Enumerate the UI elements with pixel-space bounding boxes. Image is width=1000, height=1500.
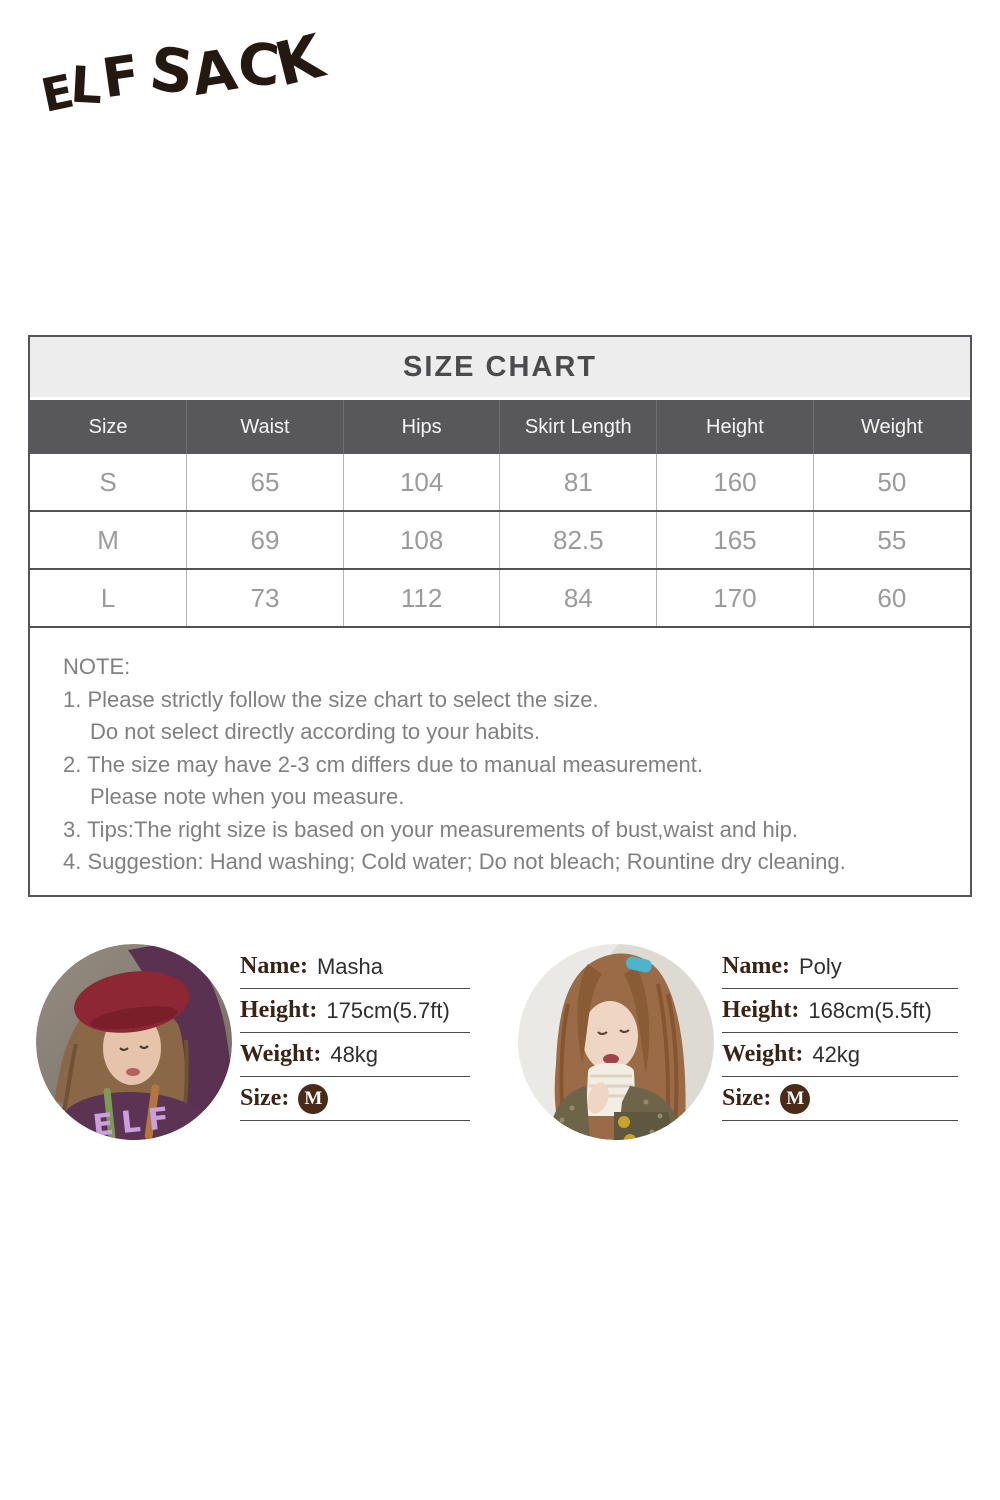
note-line-2: 2. The size may have 2-3 cm differs due … — [63, 751, 703, 777]
table-row-size-l: L 73 112 84 170 60 — [30, 568, 970, 628]
note-line-1: 1. Please strictly follow the size chart… — [63, 686, 599, 712]
cell-m-waist: 69 — [186, 510, 344, 569]
cell-l-skirt: 84 — [499, 568, 657, 628]
cell-m-size: M — [30, 510, 187, 569]
size-label: Size: — [722, 1085, 772, 1111]
cell-l-hips: 112 — [342, 568, 500, 628]
cell-m-skirt: 82.5 — [499, 510, 657, 569]
weight-value: 42kg — [812, 1041, 861, 1067]
model-info-poly: Name: Poly Height: 168cm(5.5ft) Weight: … — [722, 945, 958, 1121]
model-info-masha: Name: Masha Height: 175cm(5.7ft) Weight:… — [240, 945, 470, 1121]
table-row-size-m: M 69 108 82.5 165 55 — [30, 510, 970, 569]
size-label: Size: — [240, 1085, 290, 1111]
weight-label: Weight: — [240, 1041, 322, 1067]
model-card-masha: ELF Name: Masha Height: 175cm(5.7ft) Wei… — [36, 942, 470, 1144]
size-chart-title: SIZE CHART — [30, 337, 970, 397]
cell-s-height: 160 — [656, 454, 814, 511]
name-value: Poly — [798, 953, 842, 979]
column-header-size: Size — [30, 400, 187, 454]
column-header-height: Height — [656, 400, 814, 454]
column-header-weight: Weight — [812, 400, 970, 454]
cell-s-skirt: 81 — [499, 454, 657, 511]
model-photo-poly — [518, 944, 714, 1140]
size-m-badge: M — [780, 1083, 811, 1114]
note-line-4: 4. Suggestion: Hand washing; Cold water;… — [63, 849, 846, 874]
notes-heading: NOTE: — [63, 654, 131, 679]
height-value: 175cm(5.7ft) — [326, 997, 450, 1023]
cell-s-weight: 50 — [812, 454, 970, 511]
model-weight-row: Weight: 42kg — [722, 1033, 958, 1077]
column-header-hips: Hips — [342, 400, 500, 454]
cell-m-weight: 55 — [812, 510, 970, 569]
model-height-row: Height: 175cm(5.7ft) — [240, 989, 470, 1033]
size-m-badge: M — [298, 1083, 329, 1114]
cell-s-size: S — [99, 466, 117, 497]
note-line-3: 3. Tips:The right size is based on your … — [63, 816, 798, 842]
height-label: Height: — [240, 997, 318, 1023]
svg-text:ELF: ELF — [91, 1100, 178, 1140]
model-height-row: Height: 168cm(5.5ft) — [722, 989, 958, 1033]
brand-logo: ELF SACK — [37, 22, 331, 140]
model-name-row: Name: Masha — [240, 945, 470, 989]
note-line-2b: Please note when you measure. — [90, 784, 405, 809]
model-weight-row: Weight: 48kg — [240, 1033, 470, 1077]
height-label: Height: — [722, 997, 800, 1023]
cell-s-waist: 65 — [186, 454, 344, 511]
size-chart-table: Size Waist Hips Skirt Length Height Weig… — [30, 400, 970, 628]
cell-m-height: 165 — [656, 510, 814, 569]
note-line-1b: Do not select directly according to your… — [90, 719, 541, 744]
column-header-waist: Waist — [186, 400, 344, 454]
name-label: Name: — [240, 953, 308, 979]
name-value: Masha — [316, 953, 384, 979]
cell-l-size: L — [30, 568, 187, 628]
height-value: 168cm(5.5ft) — [808, 997, 932, 1023]
cell-l-weight: 60 — [812, 568, 970, 628]
cell-s-hips: 104 — [342, 454, 500, 511]
model-size-row: Size: M — [722, 1077, 958, 1121]
logo-letter: L — [69, 55, 105, 116]
size-chart-header-row: Size Waist Hips Skirt Length Height Weig… — [30, 400, 970, 454]
name-label: Name: — [722, 953, 790, 979]
cell-l-height: 170 — [656, 568, 814, 628]
model-card-poly: Name: Poly Height: 168cm(5.5ft) Weight: … — [518, 942, 958, 1144]
model-size-row: Size: M — [240, 1077, 470, 1121]
column-header-skirt-length: Skirt Length — [499, 400, 657, 454]
logo-letter: F — [98, 42, 144, 111]
notes-block: NOTE: 1. Please strictly follow the size… — [30, 628, 970, 879]
weight-label: Weight: — [722, 1041, 804, 1067]
model-photo-masha: ELF — [36, 944, 232, 1140]
model-photo-masha-illustration: ELF — [36, 944, 232, 1140]
size-chart-section: SIZE CHART Size Waist Hips Skirt Length … — [28, 335, 972, 897]
weight-value: 48kg — [330, 1041, 379, 1067]
cell-m-hips: 108 — [342, 510, 500, 569]
table-row-size-s: S 65 104 81 160 50 — [30, 454, 970, 511]
model-name-row: Name: Poly — [722, 945, 958, 989]
cell-l-waist: 73 — [186, 568, 344, 628]
model-photo-poly-illustration — [518, 944, 714, 1140]
logo-letter: A — [187, 36, 242, 109]
